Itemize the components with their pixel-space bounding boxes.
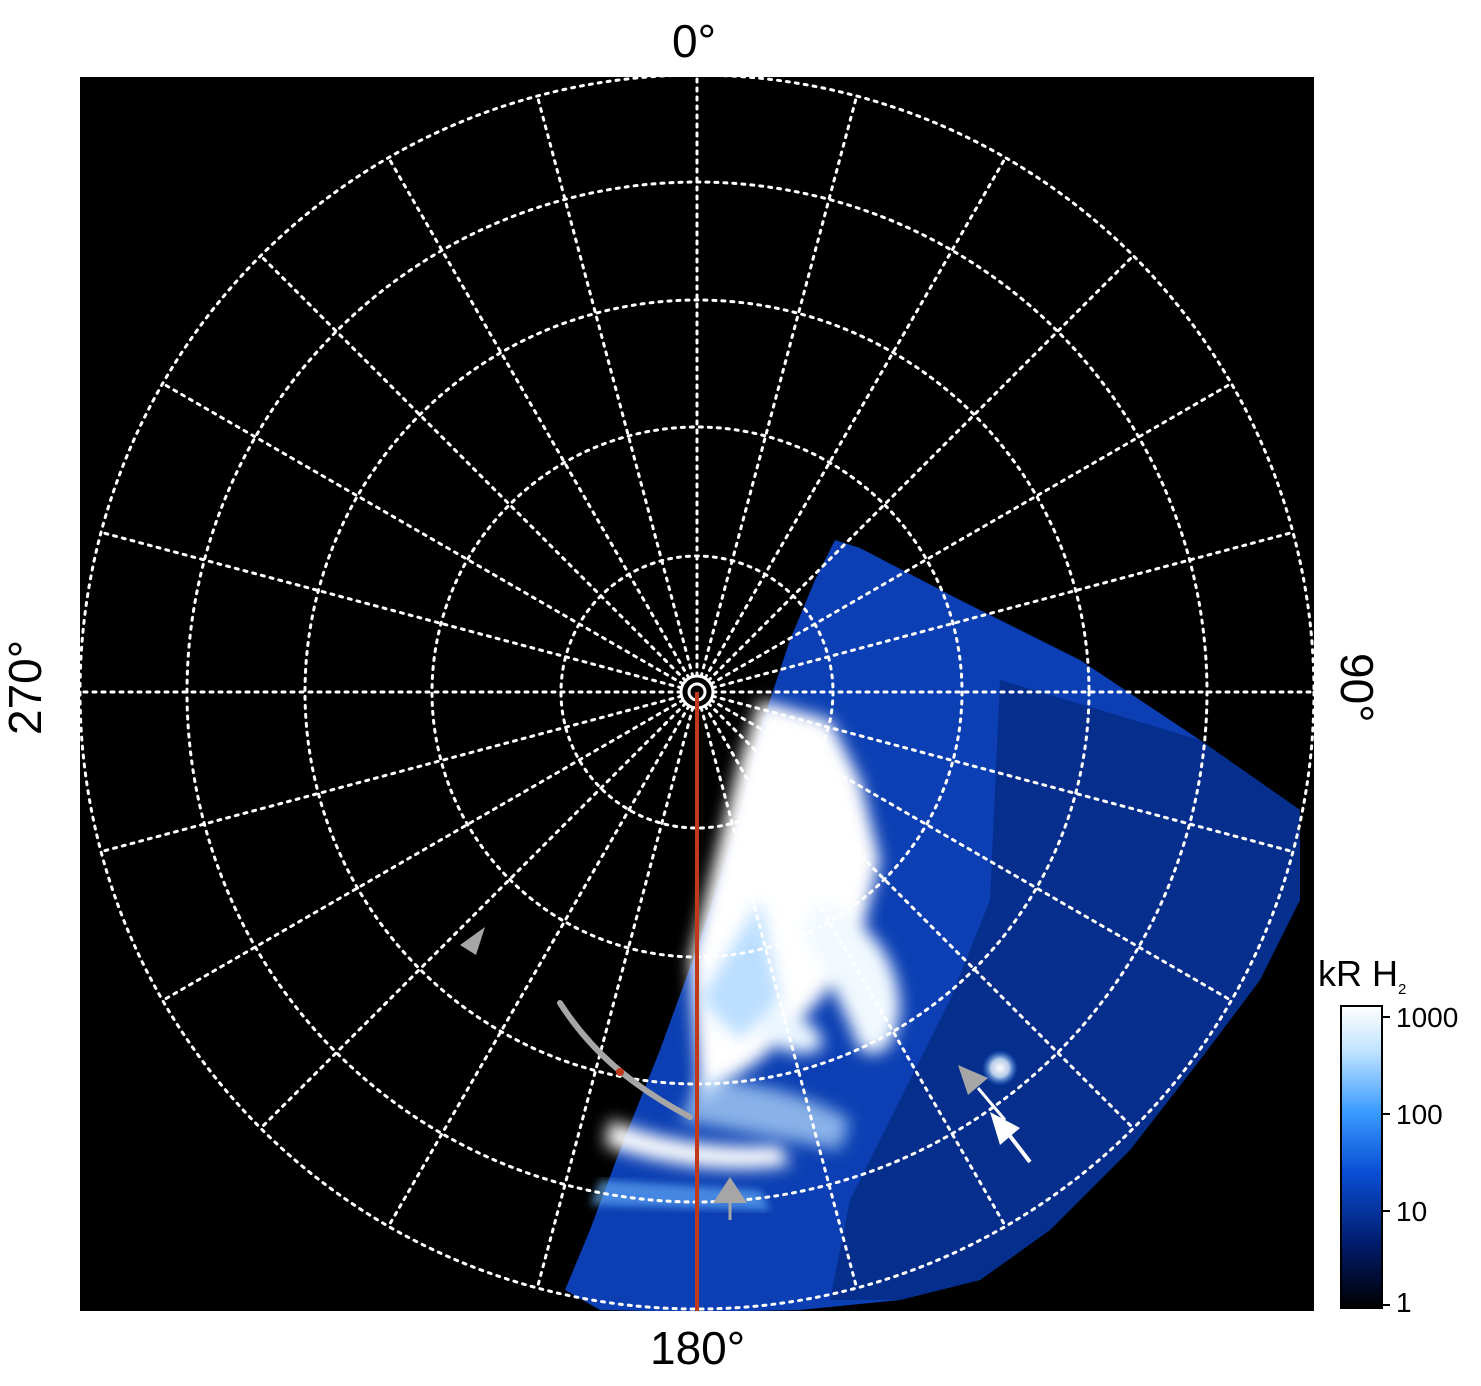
- colorbar-tick: 10: [1396, 1196, 1428, 1227]
- gray-arrow-head-upper: [460, 927, 485, 955]
- meridian-line: [161, 382, 685, 686]
- meridian-line: [699, 94, 859, 679]
- gray-arrow-bottom: [713, 1177, 747, 1220]
- azimuth-label-270: 270°: [0, 639, 51, 735]
- meridian-line: [710, 694, 1295, 854]
- meridian-line: [706, 701, 1135, 1130]
- meridian-line: [99, 530, 684, 690]
- meridian-line: [387, 156, 691, 680]
- meridian-line: [703, 156, 1007, 680]
- colorbar-unit: kR: [1318, 953, 1362, 994]
- meridian-line: [703, 704, 1007, 1228]
- meridian-line: [387, 704, 691, 1228]
- meridian-line: [259, 254, 688, 683]
- colorbar-tick: 1000: [1396, 1002, 1459, 1033]
- meridian-line: [161, 698, 685, 1002]
- meridian-line: [259, 701, 688, 1130]
- colorbar-gradient: [1340, 1005, 1383, 1309]
- meridian-line: [535, 705, 695, 1290]
- meridian-line: [99, 694, 684, 854]
- meridian-line: [709, 698, 1233, 1002]
- colorbar-species-subscript: 2: [1398, 981, 1407, 999]
- gray-arrow-right: [958, 1065, 1007, 1121]
- colorbar-species: H: [1372, 953, 1399, 994]
- colorbar-tick: 100: [1396, 1099, 1443, 1130]
- annotations: [460, 692, 1032, 1311]
- meridian-line: [706, 254, 1135, 683]
- colorbar-title: kR H2: [1318, 956, 1406, 1008]
- azimuth-label-90: 90°: [1331, 653, 1383, 723]
- meridian-line: [709, 382, 1233, 686]
- colorbar-tick: 1: [1396, 1287, 1412, 1318]
- colorbar: [1340, 1005, 1390, 1309]
- meridian-line: [535, 94, 695, 679]
- azimuth-label-0: 0°: [672, 15, 716, 67]
- azimuth-label-180: 180°: [650, 1322, 746, 1374]
- meridian-line: [699, 705, 859, 1290]
- white-arrow-right: [990, 1112, 1032, 1164]
- red-marker-dot: [616, 1068, 624, 1076]
- gray-arc-track: [557, 1000, 693, 1120]
- polar-grid: [80, 77, 1314, 1311]
- meridian-line: [710, 530, 1295, 690]
